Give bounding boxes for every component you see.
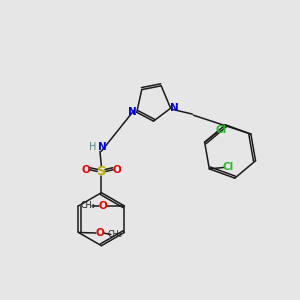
Text: CH₃: CH₃ — [80, 201, 95, 210]
Text: CH₃: CH₃ — [108, 230, 122, 239]
Text: S: S — [97, 165, 106, 178]
Text: Cl: Cl — [215, 125, 226, 135]
Text: O: O — [82, 165, 91, 175]
Text: N: N — [170, 103, 179, 113]
Text: H: H — [89, 142, 97, 152]
Text: O: O — [112, 165, 121, 175]
Text: O: O — [99, 201, 107, 211]
Text: N: N — [128, 107, 137, 117]
Text: Cl: Cl — [223, 162, 234, 172]
Text: O: O — [95, 228, 104, 238]
Text: N: N — [98, 142, 106, 152]
